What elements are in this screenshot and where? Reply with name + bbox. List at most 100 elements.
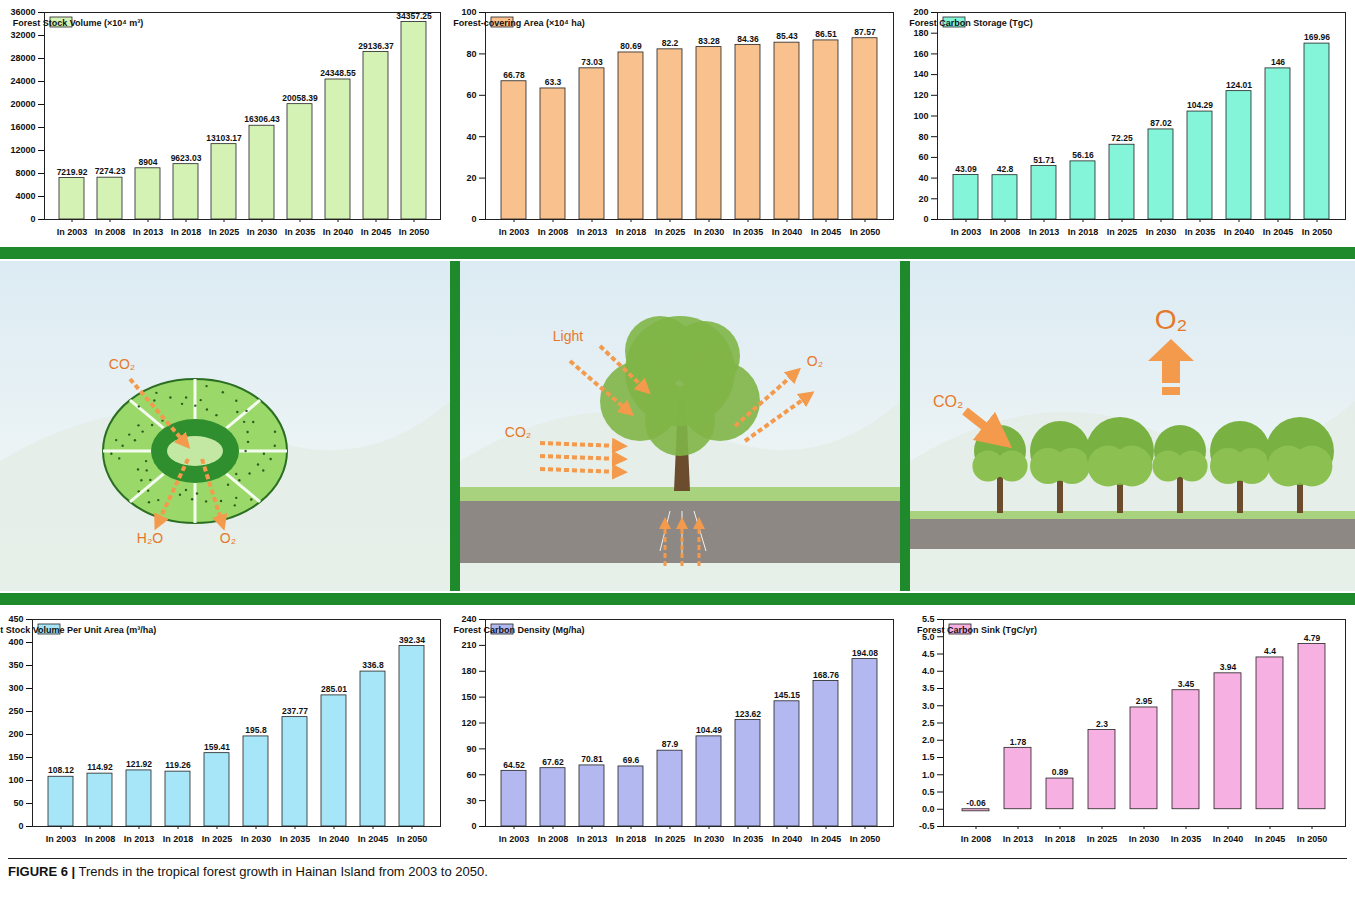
svg-text:80.69: 80.69 — [620, 41, 642, 51]
svg-text:8000: 8000 — [15, 168, 35, 178]
svg-text:In 2025: In 2025 — [654, 834, 685, 844]
svg-text:56.16: 56.16 — [1072, 150, 1094, 160]
svg-text:In 2018: In 2018 — [615, 834, 646, 844]
svg-text:In 2018: In 2018 — [1045, 834, 1076, 844]
svg-text:In 2030: In 2030 — [693, 227, 724, 237]
svg-text:70.81: 70.81 — [581, 754, 603, 764]
svg-text:Light: Light — [553, 328, 583, 344]
svg-text:In 2025: In 2025 — [202, 834, 233, 844]
svg-text:67.62: 67.62 — [542, 757, 564, 767]
svg-text:24000: 24000 — [10, 76, 35, 86]
svg-text:60: 60 — [918, 152, 928, 162]
svg-text:180: 180 — [913, 28, 928, 38]
svg-text:In 2008: In 2008 — [95, 227, 126, 237]
svg-text:64.52: 64.52 — [503, 760, 525, 770]
svg-text:In 2030: In 2030 — [693, 834, 724, 844]
svg-text:40: 40 — [918, 173, 928, 183]
svg-text:Forest Carbon Storage (TgC): Forest Carbon Storage (TgC) — [909, 18, 1033, 28]
svg-text:0: 0 — [18, 821, 23, 831]
svg-text:In 2035: In 2035 — [1171, 834, 1202, 844]
svg-text:160: 160 — [913, 49, 928, 59]
svg-text:In 2003: In 2003 — [46, 834, 77, 844]
svg-text:4.0: 4.0 — [922, 666, 935, 676]
svg-text:In 2045: In 2045 — [361, 227, 392, 237]
svg-text:104.29: 104.29 — [1187, 100, 1213, 110]
svg-text:In 2018: In 2018 — [615, 227, 646, 237]
svg-text:O₂: O₂ — [220, 530, 236, 546]
svg-text:114.92: 114.92 — [87, 762, 113, 772]
svg-text:210: 210 — [461, 640, 476, 650]
svg-text:87.02: 87.02 — [1150, 118, 1172, 128]
svg-text:CO₂: CO₂ — [505, 424, 531, 440]
svg-text:83.28: 83.28 — [698, 36, 720, 46]
svg-text:42.8: 42.8 — [997, 164, 1014, 174]
svg-text:121.92: 121.92 — [126, 759, 152, 769]
svg-text:In 2040: In 2040 — [1224, 227, 1255, 237]
svg-text:3.45: 3.45 — [1178, 679, 1195, 689]
svg-text:300: 300 — [8, 683, 23, 693]
svg-text:108.12: 108.12 — [48, 765, 74, 775]
svg-text:66.78: 66.78 — [503, 70, 525, 80]
svg-text:0: 0 — [471, 214, 476, 224]
svg-text:24348.55: 24348.55 — [320, 68, 356, 78]
svg-text:In 2050: In 2050 — [399, 227, 430, 237]
svg-text:3.5: 3.5 — [922, 683, 935, 693]
svg-text:150: 150 — [8, 752, 23, 762]
svg-text:400: 400 — [8, 637, 23, 647]
svg-text:90: 90 — [466, 744, 476, 754]
svg-text:240: 240 — [461, 614, 476, 624]
svg-text:Forest Stock Volume Per Unit A: Forest Stock Volume Per Unit Area (m³/ha… — [0, 625, 156, 635]
svg-text:200: 200 — [8, 729, 23, 739]
svg-text:0.0: 0.0 — [922, 804, 935, 814]
svg-text:180: 180 — [461, 666, 476, 676]
svg-text:CO₂: CO₂ — [933, 393, 963, 410]
svg-text:In 2045: In 2045 — [810, 834, 841, 844]
svg-text:2.5: 2.5 — [922, 718, 935, 728]
svg-text:In 2013: In 2013 — [576, 834, 607, 844]
svg-text:In 2045: In 2045 — [1255, 834, 1286, 844]
svg-text:In 2008: In 2008 — [537, 834, 568, 844]
svg-text:4000: 4000 — [15, 191, 35, 201]
svg-text:0.5: 0.5 — [922, 787, 935, 797]
svg-text:In 2035: In 2035 — [732, 834, 763, 844]
svg-text:86.51: 86.51 — [815, 29, 837, 39]
svg-text:120: 120 — [461, 718, 476, 728]
svg-text:32000: 32000 — [10, 30, 35, 40]
svg-text:In 2030: In 2030 — [1146, 227, 1177, 237]
svg-text:1.78: 1.78 — [1010, 737, 1027, 747]
svg-text:In 2013: In 2013 — [124, 834, 155, 844]
svg-text:124.01: 124.01 — [1226, 80, 1252, 90]
svg-text:In 2035: In 2035 — [285, 227, 316, 237]
svg-text:4.4: 4.4 — [1264, 646, 1276, 656]
svg-text:4.5: 4.5 — [922, 649, 935, 659]
svg-text:In 2018: In 2018 — [1068, 227, 1099, 237]
svg-text:69.6: 69.6 — [622, 755, 639, 765]
svg-text:In 2008: In 2008 — [990, 227, 1021, 237]
svg-text:84.36: 84.36 — [737, 34, 759, 44]
svg-text:In 2003: In 2003 — [498, 227, 529, 237]
svg-text:82.2: 82.2 — [661, 38, 678, 48]
svg-text:2.3: 2.3 — [1096, 719, 1108, 729]
svg-text:In 2050: In 2050 — [397, 834, 428, 844]
svg-text:3.0: 3.0 — [922, 701, 935, 711]
svg-text:In 2045: In 2045 — [810, 227, 841, 237]
svg-text:In 2035: In 2035 — [732, 227, 763, 237]
svg-text:72.25: 72.25 — [1111, 133, 1133, 143]
svg-text:In 2008: In 2008 — [537, 227, 568, 237]
svg-text:2.95: 2.95 — [1136, 696, 1153, 706]
svg-text:146: 146 — [1271, 57, 1285, 67]
svg-text:In 2013: In 2013 — [133, 227, 164, 237]
svg-text:In 2030: In 2030 — [241, 834, 272, 844]
svg-text:In 2025: In 2025 — [654, 227, 685, 237]
svg-text:194.08: 194.08 — [852, 648, 878, 658]
svg-text:20000: 20000 — [10, 99, 35, 109]
svg-text:63.3: 63.3 — [544, 77, 561, 87]
svg-text:In 2030: In 2030 — [247, 227, 278, 237]
svg-text:In 2018: In 2018 — [163, 834, 194, 844]
svg-text:O₂: O₂ — [1155, 304, 1188, 335]
svg-text:Forest-covering Area (×10⁴ ha): Forest-covering Area (×10⁴ ha) — [453, 18, 584, 28]
svg-text:-0.5: -0.5 — [919, 821, 935, 831]
svg-text:450: 450 — [8, 614, 23, 624]
svg-text:7219.92: 7219.92 — [57, 167, 88, 177]
svg-text:30: 30 — [466, 796, 476, 806]
